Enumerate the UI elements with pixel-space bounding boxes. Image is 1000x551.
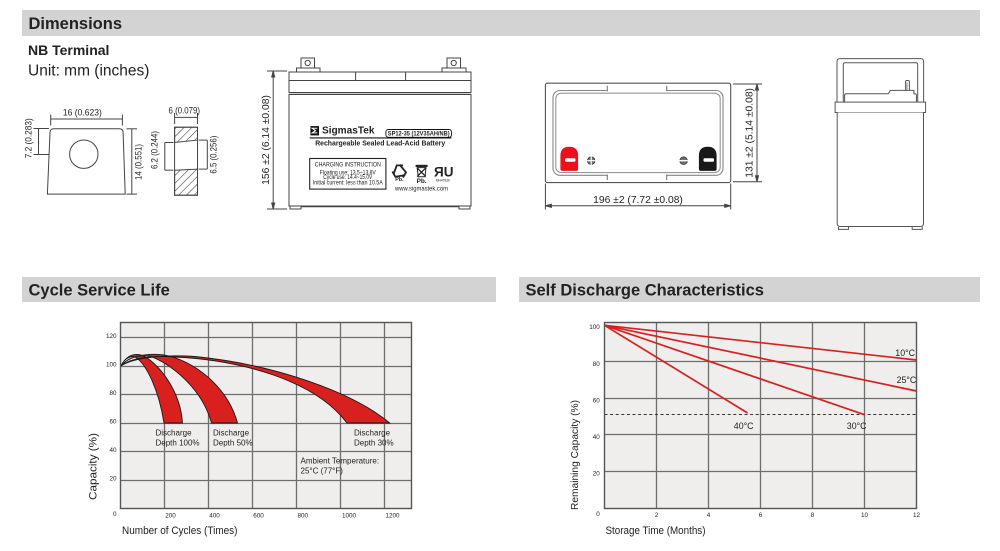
svg-text:Discharge: Discharge [354,428,391,437]
svg-text:40: 40 [109,447,117,454]
svg-text:Dimensions: Dimensions [29,15,123,33]
svg-text:80: 80 [593,361,601,368]
svg-text:20: 20 [109,475,117,482]
svg-text:0: 0 [596,511,600,518]
svg-text:Ambient Temperature:: Ambient Temperature: [301,456,380,465]
svg-text:ЯU: ЯU [434,165,453,180]
svg-text:Storage Time (Months): Storage Time (Months) [606,525,706,537]
svg-text:NB Terminal: NB Terminal [28,42,109,58]
svg-text:Remaining Capacity (%): Remaining Capacity (%) [569,400,581,510]
svg-text:6: 6 [759,512,763,519]
svg-text:100: 100 [106,361,117,368]
svg-text:6.5 (0.256): 6.5 (0.256) [208,136,219,174]
svg-text:80: 80 [109,390,117,397]
svg-text:6 (0.079): 6 (0.079) [169,106,201,117]
svg-text:1000: 1000 [342,512,357,519]
svg-text:www.sigmastek.com: www.sigmastek.com [394,186,448,193]
svg-text:16 (0.623): 16 (0.623) [63,107,102,118]
svg-text:25°C (77°F): 25°C (77°F) [301,466,344,475]
svg-text:60: 60 [593,398,601,405]
svg-text:2: 2 [655,512,659,519]
svg-text:SP12-35 (12V35AH/NB): SP12-35 (12V35AH/NB) [388,131,450,138]
svg-text:1200: 1200 [386,512,401,519]
svg-text:Floating use: 13.5~13.8V: Floating use: 13.5~13.8V [320,170,377,177]
svg-text:Depth 100%: Depth 100% [156,439,200,448]
svg-text:40°C: 40°C [734,421,754,431]
svg-text:Discharge: Discharge [156,428,193,437]
svg-text:Self Discharge Characteristics: Self Discharge Characteristics [526,282,764,300]
svg-text:400: 400 [209,512,220,519]
svg-text:Discharge: Discharge [213,428,250,437]
svg-text:800: 800 [298,512,309,519]
svg-text:200: 200 [165,512,176,519]
svg-text:10°C: 10°C [895,348,915,358]
svg-text:60: 60 [109,418,117,425]
svg-text:120: 120 [106,333,117,340]
svg-text:12: 12 [913,512,921,519]
svg-text:Initial current: less than 10.: Initial current: less than 10.5A [313,180,384,187]
svg-text:4: 4 [707,512,711,519]
svg-text:Number of Cycles (Times): Number of Cycles (Times) [122,525,238,537]
svg-text:14 (0.551): 14 (0.551) [134,144,145,180]
svg-text:0: 0 [113,511,117,518]
svg-text:100: 100 [589,324,600,331]
svg-text:Pb.: Pb. [417,178,427,185]
svg-text:40: 40 [593,434,601,441]
svg-text:6.2 (0.244): 6.2 (0.244) [150,131,161,169]
svg-text:600: 600 [253,512,264,519]
svg-text:MH47939: MH47939 [436,179,450,183]
svg-text:CHARGING INSTRUCTION: CHARGING INSTRUCTION [315,161,381,168]
svg-text:Rechargeable Sealed Lead-Acid: Rechargeable Sealed Lead-Acid Battery [315,138,446,147]
svg-text:196 ±2 (7.72 ±0.08): 196 ±2 (7.72 ±0.08) [593,195,683,206]
svg-text:Cycle use: 14.4~15.0V: Cycle use: 14.4~15.0V [323,174,373,181]
svg-text:30°C: 30°C [847,421,867,431]
svg-text:8: 8 [811,512,815,519]
svg-text:Unit: mm (inches): Unit: mm (inches) [28,63,149,80]
svg-text:10: 10 [861,512,869,519]
svg-text:156 ±2 (6.14 ±0.08): 156 ±2 (6.14 ±0.08) [261,95,272,185]
svg-text:Capacity (%): Capacity (%) [88,433,100,500]
svg-text:7.2 (0.283): 7.2 (0.283) [24,118,35,158]
svg-text:25°C: 25°C [897,375,917,385]
svg-text:Cycle Service Life: Cycle Service Life [29,282,170,300]
svg-text:SigmasTek: SigmasTek [322,125,375,136]
svg-text:20: 20 [593,471,601,478]
svg-text:Depth 50%: Depth 50% [213,439,253,448]
svg-text:131 ±2 (5.14 ±0.08): 131 ±2 (5.14 ±0.08) [745,88,756,178]
svg-text:Pb.: Pb. [395,177,404,183]
svg-text:Depth 30%: Depth 30% [354,439,394,448]
